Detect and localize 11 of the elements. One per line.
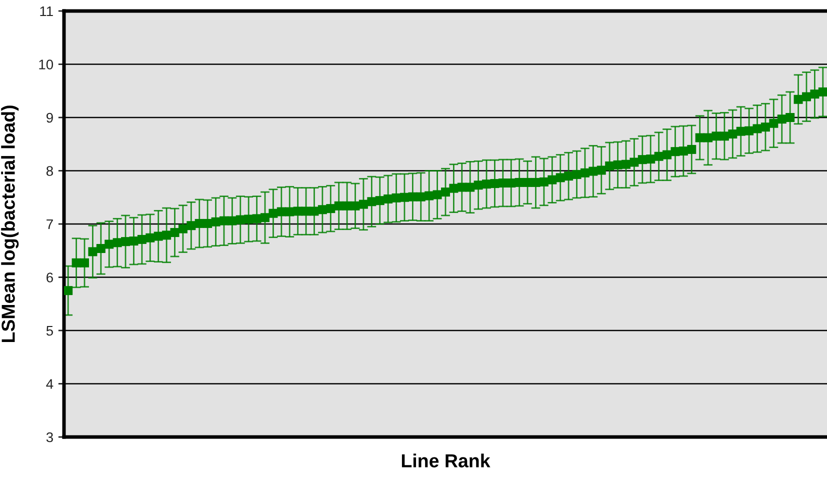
y-tick-label: 6 <box>46 272 53 282</box>
y-tick-label: 8 <box>46 166 53 176</box>
y-tick-label: 9 <box>46 112 53 123</box>
x-axis-title: Line Rank <box>402 454 490 468</box>
y-axis-title: LSMean log(bacterial load) <box>1 106 19 342</box>
y-tick-label: 4 <box>46 379 54 389</box>
y-tick-label: 3 <box>46 432 53 442</box>
y-tick-label: 11 <box>40 6 53 16</box>
y-tick-label: 10 <box>39 60 54 70</box>
y-tick-label: 7 <box>46 219 53 230</box>
y-tick-label: 5 <box>46 326 53 336</box>
